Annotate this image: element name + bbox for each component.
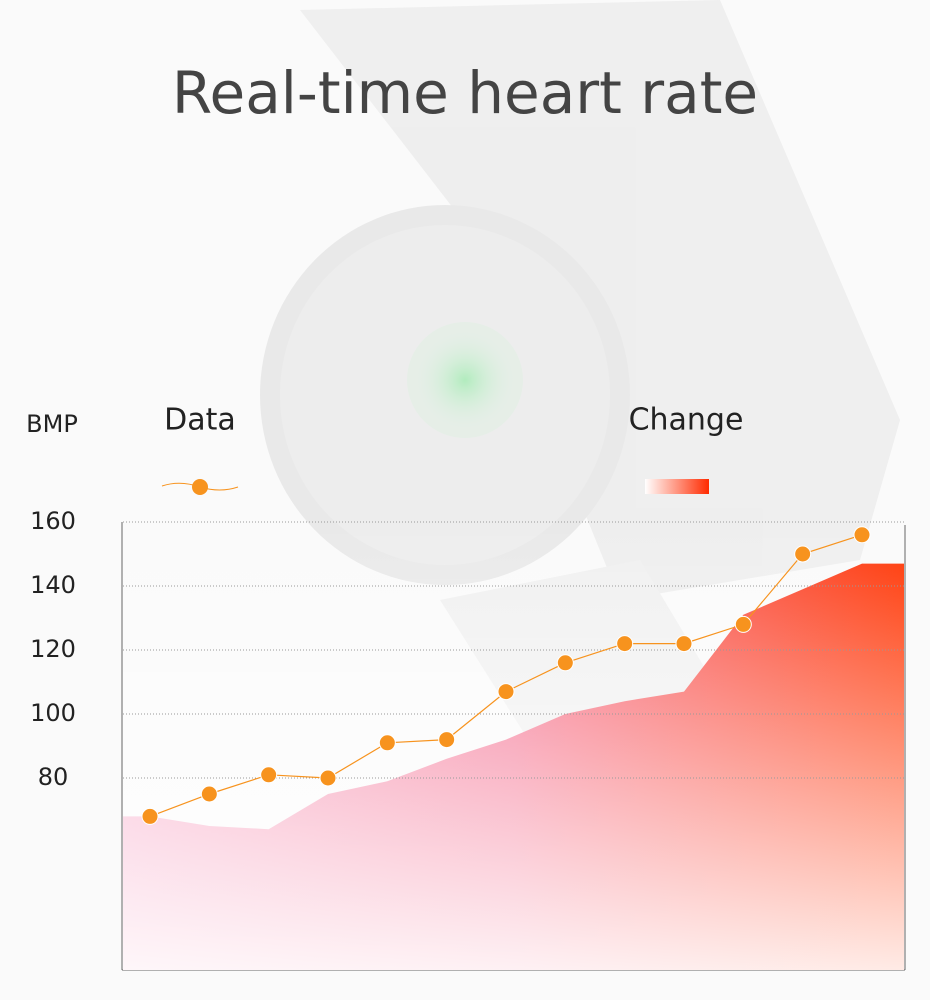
data-point bbox=[616, 635, 634, 653]
data-point bbox=[438, 731, 456, 749]
data-point bbox=[141, 807, 159, 825]
area-fade bbox=[123, 522, 904, 970]
data-point bbox=[200, 785, 218, 803]
data-point bbox=[734, 615, 752, 633]
legend-swatch bbox=[645, 479, 709, 494]
y-tick-label: 120 bbox=[30, 635, 76, 663]
data-point bbox=[497, 683, 515, 701]
legend: Data Change bbox=[161, 403, 744, 495]
data-point bbox=[853, 526, 871, 544]
legend-marker bbox=[192, 479, 208, 495]
data-point bbox=[794, 545, 812, 563]
data-point bbox=[260, 766, 278, 784]
y-tick-label: 100 bbox=[30, 699, 76, 727]
y-tick-label: 140 bbox=[30, 571, 76, 599]
y-tick-label: 80 bbox=[38, 763, 69, 791]
data-point bbox=[319, 769, 337, 787]
chart-title: Real-time heart rate bbox=[172, 59, 758, 127]
watch-illustration bbox=[260, 0, 900, 790]
legend-label: Change bbox=[629, 403, 744, 438]
data-point bbox=[556, 654, 574, 672]
legend-label: Data bbox=[164, 403, 236, 438]
y-tick-label: 160 bbox=[30, 507, 76, 535]
data-point bbox=[378, 734, 396, 752]
data-point bbox=[675, 635, 693, 653]
y-axis-label: BMP bbox=[26, 410, 78, 438]
